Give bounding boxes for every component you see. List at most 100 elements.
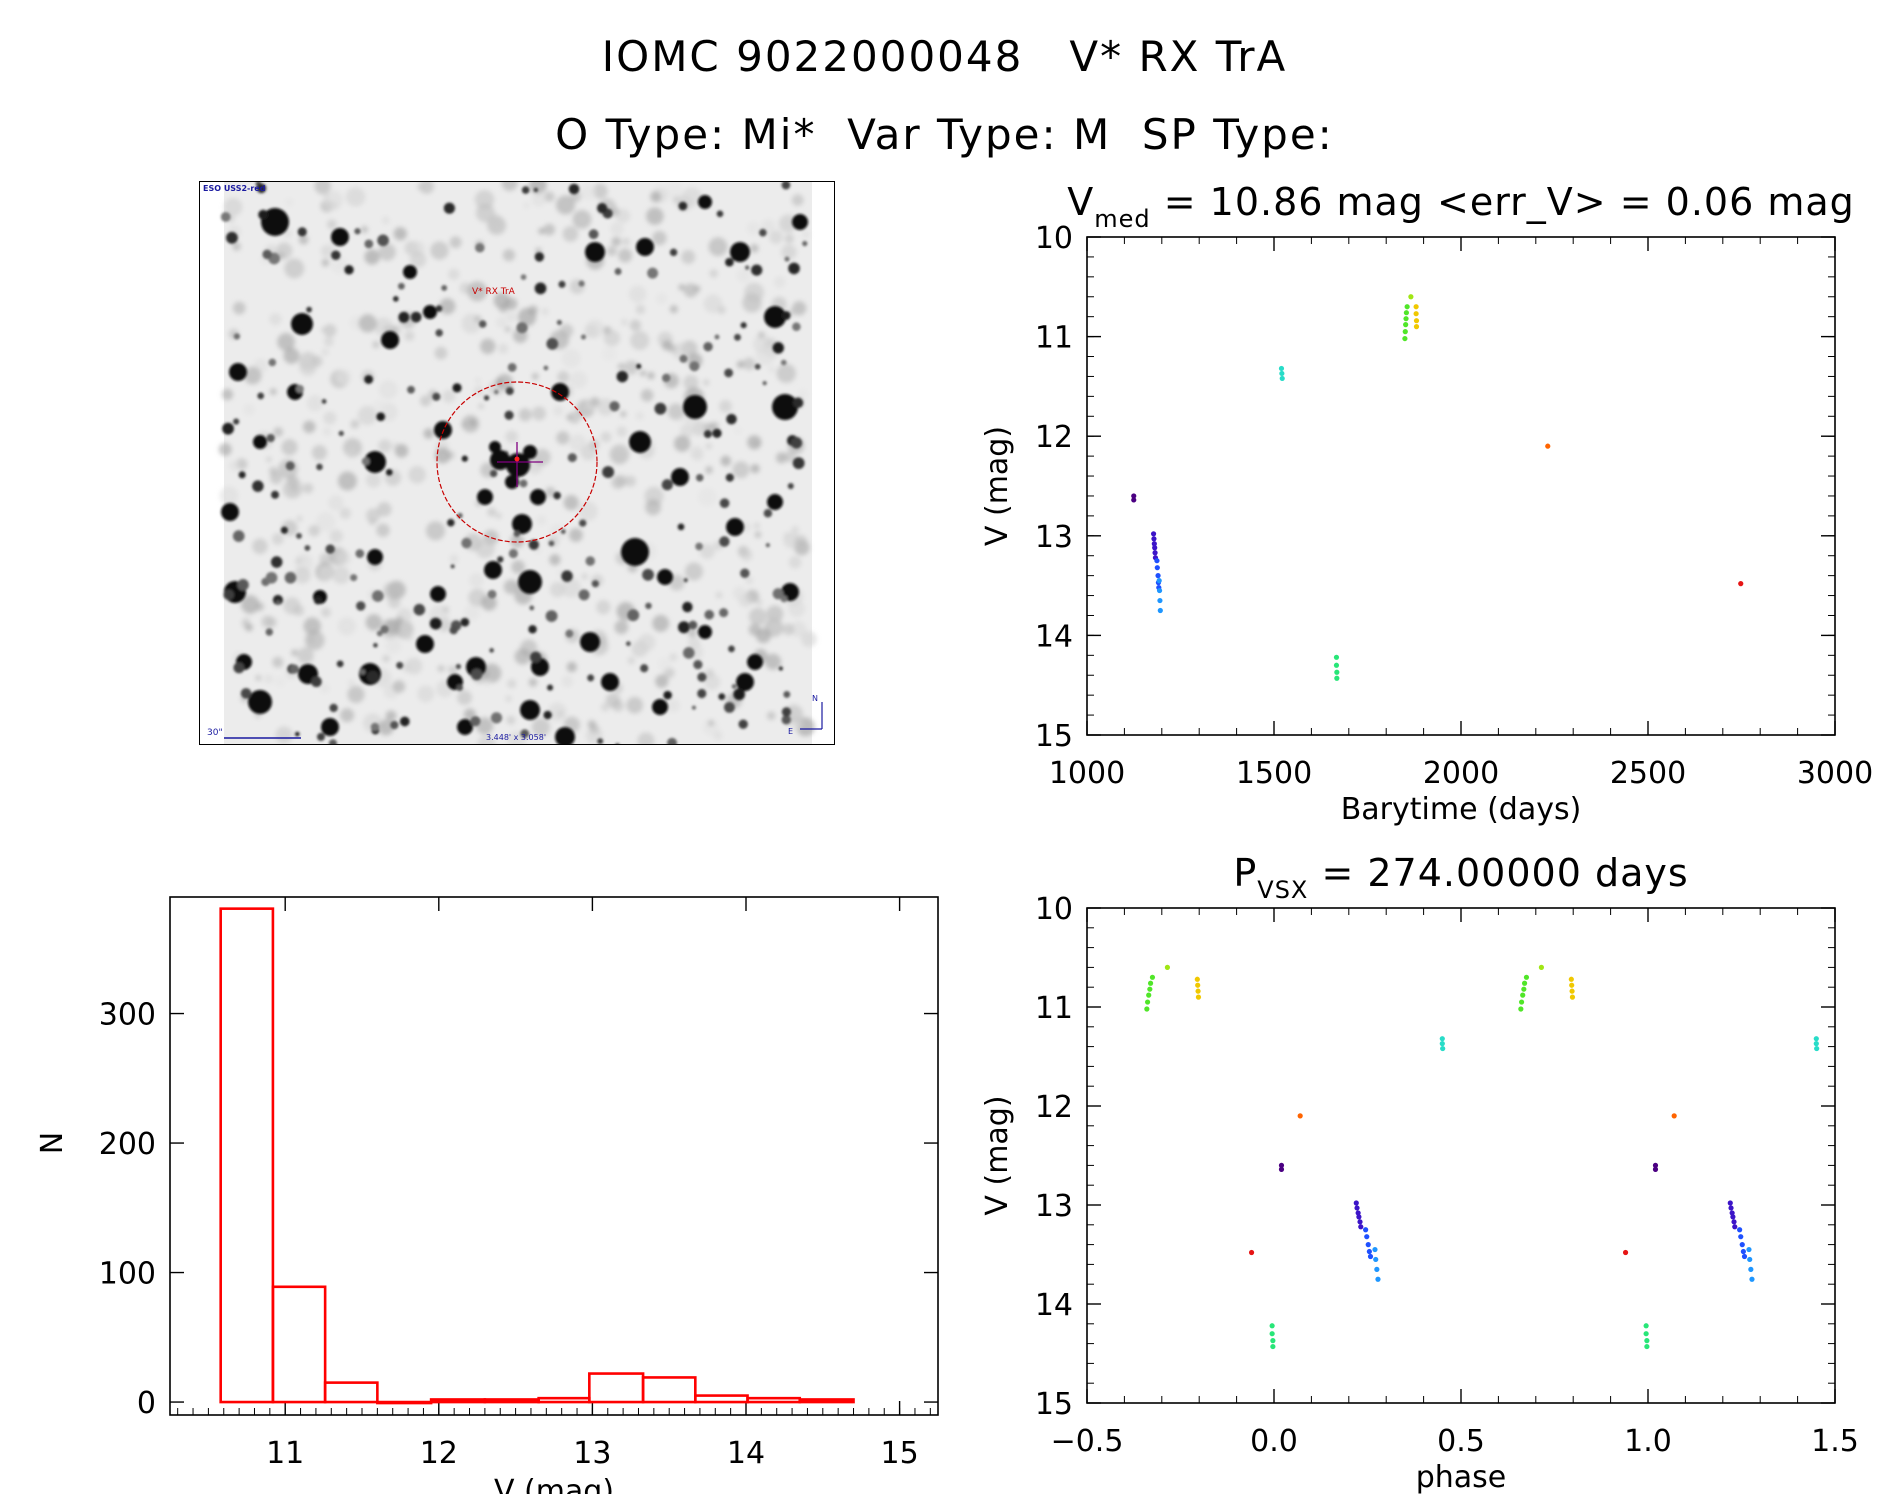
data-point bbox=[1403, 310, 1409, 316]
histogram-bar bbox=[323, 1381, 379, 1404]
data-point bbox=[1730, 1214, 1736, 1220]
data-point bbox=[1413, 304, 1419, 310]
data-point bbox=[1357, 1219, 1363, 1225]
histogram-bar bbox=[271, 1285, 327, 1404]
histogram-bar bbox=[798, 1398, 855, 1404]
y-tick-label: 15 bbox=[1035, 1387, 1073, 1422]
data-point bbox=[1365, 1242, 1371, 1248]
data-point bbox=[1413, 311, 1419, 317]
data-point bbox=[1144, 1006, 1150, 1012]
data-point bbox=[1568, 976, 1574, 982]
x-tick-label: 0.0 bbox=[1250, 1424, 1298, 1459]
y-tick-label: 14 bbox=[1035, 619, 1073, 654]
data-point bbox=[1375, 1276, 1381, 1282]
histogram-bar bbox=[219, 907, 275, 1404]
data-point bbox=[1155, 573, 1161, 579]
data-point bbox=[1195, 994, 1202, 1000]
series-lightblue bbox=[1156, 578, 1163, 614]
data-point bbox=[1152, 550, 1158, 556]
data-point bbox=[1156, 587, 1163, 594]
data-point bbox=[1622, 1249, 1629, 1256]
data-point bbox=[1728, 1205, 1734, 1211]
y-axis-label: N bbox=[35, 1132, 70, 1154]
series-red bbox=[1248, 1249, 1629, 1256]
series-orange bbox=[1545, 443, 1551, 449]
data-point bbox=[1643, 1331, 1649, 1337]
data-point bbox=[1746, 1246, 1752, 1253]
x-tick-label: 0.5 bbox=[1437, 1424, 1485, 1459]
series-yellow bbox=[1194, 976, 1576, 1000]
data-point bbox=[1156, 584, 1162, 591]
data-point bbox=[1402, 329, 1408, 335]
data-point bbox=[1374, 1266, 1380, 1272]
y-tick-label: 14 bbox=[1035, 1288, 1073, 1323]
data-point bbox=[1749, 1276, 1755, 1282]
data-point bbox=[1297, 1113, 1303, 1119]
series-red bbox=[1738, 581, 1744, 587]
data-point bbox=[1569, 994, 1576, 1000]
data-point bbox=[1372, 1246, 1378, 1253]
data-point bbox=[1356, 1214, 1362, 1220]
data-point bbox=[1652, 1162, 1659, 1168]
data-point bbox=[1403, 316, 1409, 322]
finder-image: ESO USS2-red V* RX TrA 30" 3.448' x 3.05… bbox=[203, 182, 823, 744]
data-point bbox=[1404, 304, 1410, 310]
series-indigo bbox=[1150, 531, 1159, 561]
series-orange bbox=[1297, 1113, 1677, 1119]
series-lime bbox=[1164, 964, 1545, 971]
data-point bbox=[1732, 1224, 1738, 1230]
series-indigo bbox=[1353, 1200, 1738, 1230]
data-point bbox=[1156, 578, 1162, 584]
histogram-bar bbox=[483, 1398, 540, 1404]
series-green bbox=[1402, 304, 1410, 342]
data-point bbox=[1367, 1253, 1374, 1260]
data-point bbox=[1131, 493, 1137, 499]
series-cyan bbox=[1278, 365, 1285, 382]
series-blue bbox=[1154, 558, 1162, 591]
data-point bbox=[1157, 607, 1163, 614]
data-point bbox=[1403, 322, 1409, 328]
data-point bbox=[1813, 1036, 1819, 1042]
histogram-bar bbox=[641, 1376, 697, 1404]
star-field bbox=[220, 182, 808, 744]
data-point bbox=[1644, 1338, 1650, 1344]
data-point bbox=[1741, 1253, 1748, 1260]
x-tick-label: 2000 bbox=[1423, 756, 1499, 791]
y-tick-label: 200 bbox=[99, 1127, 156, 1162]
page-subtitle: O Type: Mi* Var Type: M SP Type: bbox=[555, 110, 1334, 159]
data-point bbox=[1740, 1248, 1746, 1255]
data-point bbox=[1152, 545, 1158, 551]
x-axis-label: phase bbox=[1416, 1460, 1507, 1494]
data-point bbox=[1154, 565, 1160, 571]
data-point bbox=[1358, 1224, 1364, 1230]
data-point bbox=[1518, 1006, 1524, 1012]
data-point bbox=[1154, 558, 1160, 564]
series-blue bbox=[1363, 1227, 1748, 1260]
data-point bbox=[1747, 1256, 1753, 1263]
data-point bbox=[1278, 1166, 1285, 1172]
data-point bbox=[1643, 1323, 1649, 1329]
data-point bbox=[1195, 982, 1201, 988]
plot-title: PVSX = 274.00000 days bbox=[1233, 851, 1688, 904]
data-point bbox=[1353, 1200, 1359, 1206]
data-point bbox=[1269, 1323, 1275, 1329]
data-point bbox=[1333, 662, 1340, 668]
x-tick-label: 1000 bbox=[1049, 756, 1125, 791]
data-point bbox=[1152, 555, 1159, 561]
data-point bbox=[1737, 1227, 1743, 1233]
data-point bbox=[1366, 1248, 1372, 1255]
series-yellow bbox=[1413, 304, 1420, 330]
fov-label: 3.448' x 3.058' bbox=[486, 733, 546, 742]
series-purple bbox=[1131, 493, 1137, 503]
target-label: V* RX TrA bbox=[472, 287, 516, 297]
series-purple bbox=[1278, 1162, 1659, 1172]
compass-icon: N E bbox=[788, 694, 823, 736]
data-point bbox=[1146, 992, 1152, 998]
chart-lightcurve: 1000 1500 2000 2500 3000 10 11 12 13 14 15 Vmed = 1… bbox=[980, 180, 1873, 827]
data-point bbox=[1149, 974, 1156, 980]
x-tick-label: 14 bbox=[727, 1436, 765, 1471]
series-green bbox=[1144, 974, 1530, 1012]
histogram-bar bbox=[694, 1394, 749, 1404]
data-point bbox=[1195, 988, 1201, 994]
y-tick-label: 300 bbox=[99, 998, 156, 1033]
